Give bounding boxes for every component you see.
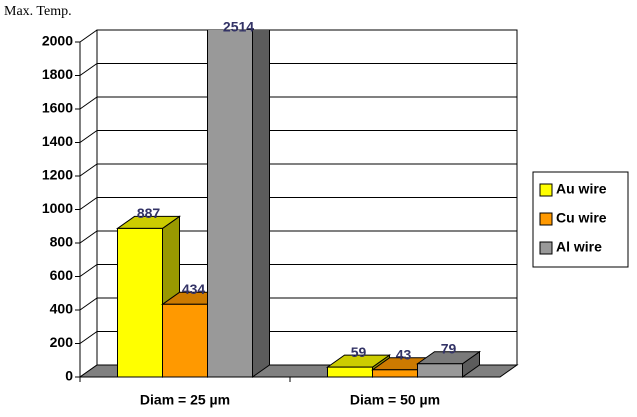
- y-tick-label: 1400: [42, 133, 73, 149]
- value-label: 887: [137, 205, 161, 221]
- chart-title: Max. Temp.: [4, 4, 72, 19]
- grid-line: [79, 163, 98, 177]
- y-tick-label: 800: [50, 234, 74, 250]
- y-tick-label: 200: [50, 334, 74, 350]
- value-label: 79: [441, 340, 457, 356]
- legend-label: Au wire: [556, 181, 607, 197]
- plot-area: [75, 29, 519, 382]
- bar-side: [252, 30, 270, 378]
- bar: [327, 366, 373, 378]
- grid-line: [79, 130, 98, 143]
- y-tick-label: 1200: [42, 167, 73, 183]
- grid-line: [79, 264, 98, 277]
- grid-line: [79, 230, 98, 244]
- bar: [207, 30, 253, 378]
- grid-line: [79, 29, 98, 43]
- grid-line: [79, 331, 98, 344]
- legend-label: Cu wire: [556, 210, 607, 226]
- grid-line: [79, 297, 98, 311]
- x-tick-label: Diam = 25 µm: [140, 392, 230, 408]
- value-label: 43: [396, 347, 412, 363]
- grid-line: [79, 197, 98, 210]
- legend-swatch: [539, 183, 553, 197]
- y-tick-label: 1800: [42, 66, 73, 82]
- grid-line: [79, 63, 98, 76]
- bar: [417, 363, 463, 378]
- value-label: 2514: [223, 19, 254, 35]
- bar: [372, 369, 418, 378]
- grid-line: [79, 96, 98, 110]
- y-tick-label: 1600: [42, 100, 73, 116]
- legend-swatch: [539, 212, 553, 226]
- y-tick-label: 1000: [42, 200, 73, 216]
- y-tick-label: 400: [50, 301, 74, 317]
- x-tick-label: Diam = 50 µm: [350, 392, 440, 408]
- legend-label: Al wire: [556, 239, 602, 255]
- legend-swatch: [539, 241, 553, 255]
- bars: [115, 30, 482, 378]
- value-label: 59: [351, 344, 367, 360]
- y-tick-label: 0: [65, 368, 73, 384]
- bar: [117, 227, 163, 378]
- value-label: 434: [182, 281, 206, 297]
- y-tick-label: 600: [50, 267, 74, 283]
- y-tick-label: 2000: [42, 33, 73, 49]
- bar: [162, 303, 208, 378]
